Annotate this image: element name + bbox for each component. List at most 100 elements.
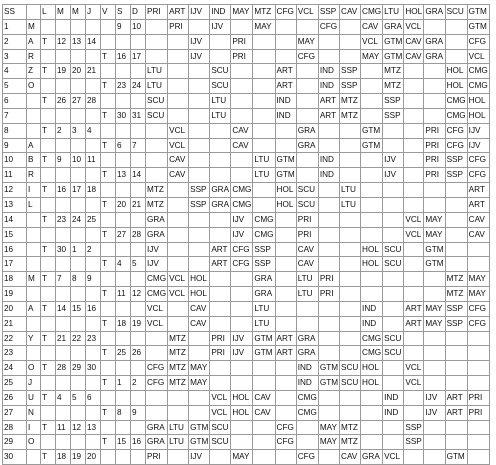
table-cell bbox=[360, 63, 384, 80]
table-cell: I bbox=[26, 182, 41, 198]
table-cell bbox=[403, 389, 425, 406]
table-cell: B bbox=[26, 152, 41, 169]
table-cell bbox=[188, 18, 211, 35]
table-cell bbox=[115, 271, 131, 288]
table-cell bbox=[115, 241, 131, 258]
table-cell: 23 bbox=[115, 78, 131, 95]
table-cell bbox=[252, 182, 276, 198]
table-cell bbox=[252, 449, 276, 465]
table-cell: 30 bbox=[55, 241, 71, 258]
table-cell: MAY bbox=[252, 18, 276, 35]
table-cell bbox=[26, 4, 41, 20]
table-row: 17 T 4 5 IJV ART CFG SSP CAV HOL SCU GTM bbox=[2, 256, 490, 273]
table-cell bbox=[274, 271, 297, 288]
table-cell: 20 bbox=[70, 63, 86, 80]
table-cell: SSP bbox=[403, 434, 425, 451]
table-cell: O bbox=[26, 434, 41, 451]
table-cell: 14 bbox=[55, 300, 71, 317]
table-row: 29 O T 15 16 GRA LTU GTM SCU CFG MAY MTZ SSP bbox=[2, 434, 490, 451]
table-cell: 2 bbox=[130, 375, 146, 391]
table-cell: 27 bbox=[70, 93, 86, 109]
table-cell bbox=[144, 122, 169, 139]
table-cell: 7 bbox=[55, 271, 71, 288]
table-cell bbox=[339, 300, 362, 317]
table-cell: CAV bbox=[230, 137, 254, 154]
table-row: 12 I T 16 17 18 MTZ SSP GRA CMG HOL SCU LTU ART bbox=[2, 182, 490, 198]
table-cell: 18 bbox=[2, 271, 27, 288]
table-cell: 8 bbox=[70, 271, 86, 288]
table-cell: ART bbox=[403, 300, 425, 317]
table-cell: LTU bbox=[209, 107, 232, 124]
table-cell: IJV bbox=[382, 167, 405, 184]
table-cell: CAV bbox=[167, 167, 190, 184]
table-cell: 15 bbox=[70, 300, 86, 317]
table-cell bbox=[167, 182, 190, 198]
table-row: 10 B T 9 10 11 CAV LTU GTM IND IJV PRI SSP CFG bbox=[2, 152, 490, 169]
table-cell bbox=[339, 256, 362, 273]
table-cell: 9 bbox=[130, 404, 146, 421]
table-cell: CMG bbox=[230, 196, 254, 213]
table-cell: HOL bbox=[444, 63, 468, 80]
table-cell bbox=[70, 404, 86, 421]
table-cell bbox=[115, 182, 131, 198]
table-cell: LTU bbox=[252, 167, 276, 184]
table-cell: 5 bbox=[2, 78, 27, 95]
table-cell: IND bbox=[274, 93, 297, 109]
table-cell: 6 bbox=[115, 137, 131, 154]
table-cell: 20 bbox=[115, 196, 131, 213]
table-cell bbox=[403, 152, 425, 169]
table-cell: U bbox=[26, 389, 41, 406]
table-cell: VCL bbox=[295, 4, 319, 20]
table-cell bbox=[274, 211, 297, 228]
table-cell bbox=[188, 256, 211, 273]
table-cell: 29 bbox=[70, 360, 86, 377]
table-cell: SCU bbox=[144, 107, 169, 124]
table-cell bbox=[188, 330, 211, 347]
table-cell: S bbox=[115, 4, 131, 20]
table-cell: LTU bbox=[295, 271, 319, 288]
table-cell bbox=[230, 286, 254, 302]
table-cell bbox=[360, 167, 384, 184]
table-cell: T bbox=[100, 256, 116, 273]
table-cell: 25 bbox=[85, 211, 101, 228]
table-cell: MAY bbox=[423, 315, 446, 332]
table-cell bbox=[295, 315, 319, 332]
table-cell bbox=[26, 93, 41, 109]
table-cell: IJV bbox=[230, 226, 254, 243]
table-cell: PRI bbox=[466, 389, 490, 406]
table-cell bbox=[55, 286, 71, 302]
table-cell bbox=[444, 241, 468, 258]
table-cell bbox=[423, 345, 446, 362]
table-cell bbox=[70, 286, 86, 302]
table-cell: CFG bbox=[274, 434, 297, 451]
table-row: 23 T 25 26 MTZ PRI IJV GTM ART GRA CMG SCU bbox=[2, 345, 490, 362]
table-cell: HOL bbox=[360, 256, 384, 273]
table-cell: MAY bbox=[317, 434, 341, 451]
table-cell: GTM bbox=[423, 256, 446, 273]
table-cell: MTZ bbox=[444, 286, 468, 302]
table-cell bbox=[295, 93, 319, 109]
table-cell: SS bbox=[2, 4, 27, 20]
table-cell: IND bbox=[382, 404, 405, 421]
table-cell bbox=[144, 33, 169, 50]
table-cell: IND bbox=[382, 389, 405, 406]
table-cell bbox=[230, 360, 254, 377]
table-cell: GRA bbox=[360, 449, 384, 465]
table-cell bbox=[70, 345, 86, 362]
table-row: 6 T 26 27 28 SCU LTU IND ART MTZ SSP CMG HOL bbox=[2, 93, 490, 109]
table-cell bbox=[130, 182, 146, 198]
table-cell: D bbox=[130, 4, 146, 20]
table-cell: 2 bbox=[85, 241, 101, 258]
table-cell: MTZ bbox=[444, 271, 468, 288]
table-cell bbox=[55, 345, 71, 362]
table-cell: T bbox=[40, 271, 56, 288]
table-cell: GTM bbox=[360, 137, 384, 154]
table-cell: HOL bbox=[274, 182, 297, 198]
table-cell bbox=[26, 107, 41, 124]
table-cell: ART bbox=[444, 404, 468, 421]
table-cell bbox=[339, 48, 362, 65]
table-cell: IJV bbox=[230, 345, 254, 362]
table-cell bbox=[144, 167, 169, 184]
table-cell bbox=[130, 152, 146, 169]
table-cell: LTU bbox=[167, 434, 190, 451]
